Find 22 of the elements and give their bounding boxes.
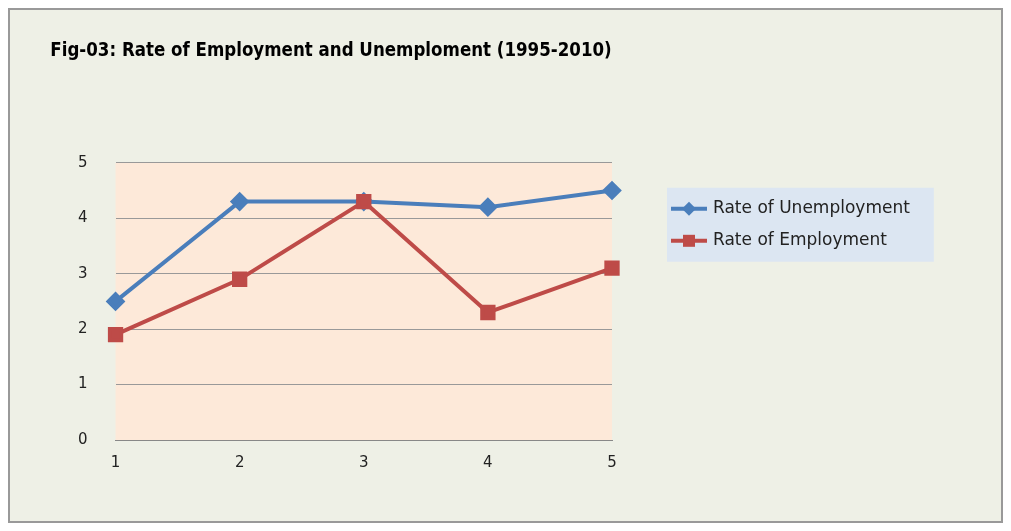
chart-title: Fig-03: Rate of Employment and Unemploment (1995-2010) [50, 38, 612, 61]
y-tick-label: 0 [78, 429, 88, 448]
y-tick-label: 2 [78, 319, 88, 338]
point [232, 271, 248, 287]
x-tick-label: 2 [234, 452, 245, 471]
point [107, 327, 124, 343]
legend-label: Rate of Unemployment [713, 197, 911, 218]
y-tick-label: 3 [78, 263, 88, 282]
point [603, 181, 621, 200]
point [604, 260, 620, 276]
y-tick-label: 4 [78, 208, 88, 227]
point [480, 304, 496, 321]
x-tick-label: 3 [359, 452, 369, 471]
y-tick-label: 1 [78, 374, 88, 393]
point [230, 192, 249, 211]
x-tick-label: 4 [483, 452, 493, 471]
legend-label: Rate of Employment [713, 229, 888, 250]
y-tick-label: 5 [78, 152, 88, 171]
point [478, 198, 497, 217]
point [106, 292, 125, 311]
x-tick-label: 5 [607, 452, 617, 471]
x-tick-label: 1 [110, 452, 121, 471]
